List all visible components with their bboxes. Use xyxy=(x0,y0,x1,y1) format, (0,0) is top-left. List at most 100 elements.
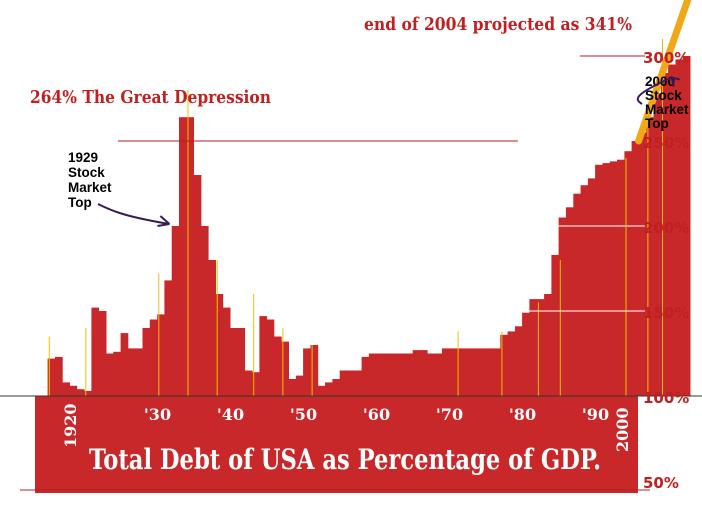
bar xyxy=(244,370,253,397)
bar xyxy=(412,350,421,397)
bar xyxy=(98,311,107,397)
bar xyxy=(62,382,70,397)
labels: Total Debt of USA as Percentage of GDP. e… xyxy=(30,14,689,476)
bar xyxy=(55,356,63,397)
title-band xyxy=(35,396,638,493)
top1929-arrow xyxy=(97,203,170,225)
bar xyxy=(434,353,443,397)
bar xyxy=(266,319,275,397)
bar xyxy=(609,161,618,397)
bar xyxy=(193,175,202,397)
bar xyxy=(274,336,282,397)
bar xyxy=(215,294,224,397)
bar xyxy=(149,319,158,397)
bar xyxy=(653,93,662,397)
bar xyxy=(127,348,136,397)
bar xyxy=(157,314,165,397)
bar xyxy=(252,372,260,397)
top1929-label: Top xyxy=(68,195,92,210)
bar xyxy=(200,226,209,397)
bar xyxy=(120,333,129,397)
x-tick-label: 2000 xyxy=(613,407,632,452)
bar xyxy=(558,217,567,397)
bar xyxy=(164,280,173,397)
top1929-label: 1929 xyxy=(68,150,98,165)
depression-annotation: 264% The Great Depression xyxy=(30,87,271,108)
bar xyxy=(179,117,187,397)
bar xyxy=(427,353,435,397)
bar xyxy=(514,326,523,397)
bar xyxy=(259,316,268,397)
bar xyxy=(449,348,457,397)
bar xyxy=(383,353,392,397)
top2000-arrow xyxy=(636,76,673,105)
bar xyxy=(398,353,406,397)
top1929-arrowhead xyxy=(157,215,171,227)
bar xyxy=(171,226,180,397)
y-tick-label: 150% xyxy=(643,304,689,322)
y-tick-label: 300% xyxy=(643,49,689,67)
bar xyxy=(354,370,362,397)
bar xyxy=(113,351,121,397)
bar xyxy=(580,185,589,397)
bar xyxy=(317,385,326,397)
bar xyxy=(602,163,611,397)
top2000-label: Top xyxy=(645,116,669,131)
bar xyxy=(76,389,85,397)
bar xyxy=(339,370,348,397)
bar xyxy=(587,178,596,397)
bar xyxy=(84,390,92,397)
bar xyxy=(631,141,640,397)
bar xyxy=(471,348,479,397)
bar xyxy=(536,299,545,397)
bar xyxy=(522,312,530,397)
top2000-label: Market xyxy=(645,102,689,117)
bar xyxy=(368,353,377,397)
bar xyxy=(595,164,603,397)
bar xyxy=(485,348,494,397)
bar xyxy=(376,353,384,397)
bar xyxy=(237,328,246,397)
bar xyxy=(186,117,194,397)
top2000-label: Stock xyxy=(645,88,682,103)
bar xyxy=(47,358,56,397)
bar xyxy=(222,307,231,397)
bar xyxy=(500,334,508,397)
bar xyxy=(456,348,465,397)
projection-annotation: end of 2004 projected as 341% xyxy=(364,14,632,35)
bar xyxy=(478,348,487,397)
projection-line xyxy=(635,0,692,145)
top2000-arrowhead xyxy=(670,76,681,87)
y-tick-label: 50% xyxy=(643,474,679,492)
bar xyxy=(281,341,289,397)
plot-area xyxy=(0,0,702,493)
bar xyxy=(295,375,304,397)
top1929-label: Market xyxy=(68,180,112,195)
bar xyxy=(463,348,472,397)
bar xyxy=(91,307,100,397)
x-tick-label: '50 xyxy=(290,405,317,424)
y-tick-label: 250% xyxy=(643,134,689,152)
x-tick-label: '30 xyxy=(144,405,171,424)
top1929-label: Stock xyxy=(68,165,105,180)
x-tick-label: '40 xyxy=(217,405,244,424)
bar xyxy=(69,385,78,397)
bar xyxy=(660,73,669,397)
bar xyxy=(332,379,341,397)
bar xyxy=(288,379,297,397)
bar xyxy=(390,353,399,397)
top2000-label: 2000 xyxy=(645,74,675,89)
bar xyxy=(106,353,114,397)
bar xyxy=(529,299,538,397)
bar xyxy=(492,348,501,397)
y-tick-label: 100% xyxy=(643,389,689,407)
bar xyxy=(682,56,691,397)
bar xyxy=(624,151,633,397)
bar xyxy=(507,331,516,397)
bar xyxy=(230,328,238,397)
bar xyxy=(135,348,143,397)
y-tick-label: 200% xyxy=(643,219,689,237)
bar xyxy=(142,328,151,397)
x-tick-label: '80 xyxy=(509,405,536,424)
